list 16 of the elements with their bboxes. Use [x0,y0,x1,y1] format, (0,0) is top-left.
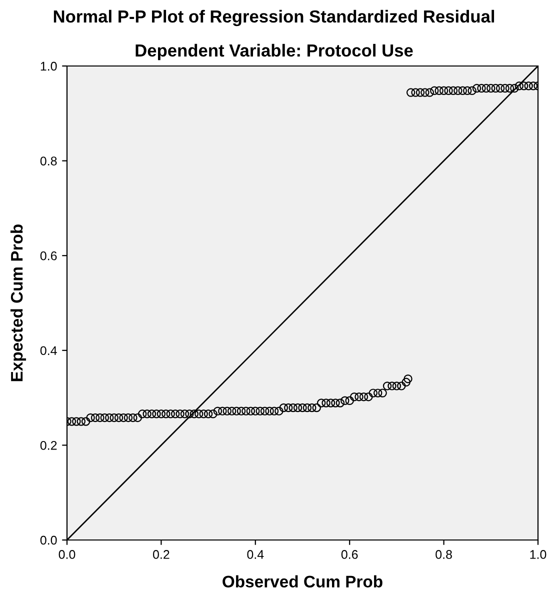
y-tick-label: 0.6 [40,251,57,260]
x-tick-label: 0.6 [341,550,358,559]
x-tick-label: 0.0 [58,550,76,559]
y-tick-label: 0.2 [40,441,57,450]
y-tick-label: 0.0 [40,536,57,545]
y-tick-label: 0.4 [40,346,57,356]
x-tick-label: 0.2 [153,550,170,559]
chart-subtitle: Dependent Variable: Protocol Use [136,44,413,60]
x-tick-label: 0.8 [436,550,452,559]
y-tick-label: 0.8 [40,156,57,166]
x-tick-label: 1.0 [530,550,546,559]
chart-title: Normal P-P Plot of Regression Standardized Residual [54,10,494,26]
y-tick-label: 1.0 [40,62,57,71]
x-axis-title: Observed Cum Prob [222,575,382,588]
x-tick-label: 0.4 [247,550,264,559]
y-axis-title: Expected Cum Prob [10,224,26,382]
